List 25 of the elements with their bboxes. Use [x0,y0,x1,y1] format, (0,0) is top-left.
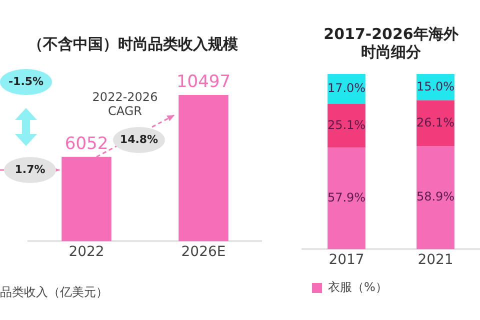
x-tick-label: 2017 [328,252,364,268]
data-label: 57.9% [327,190,366,205]
x-tick-label: 2021 [418,252,454,268]
annotation: 2022-2026 CAGR [92,90,158,118]
annotation: 1.7% [14,162,46,176]
x-tick-label: 2022 [68,244,104,260]
text: 品类收入（亿美元） [0,285,108,300]
data-label: 10497 [176,72,231,92]
text: -1.5% [8,74,44,88]
data-label: 25.1% [327,118,366,132]
data-label: 15.0% [416,79,455,94]
data-label: 17.0% [327,81,366,96]
text: 时尚细分 [361,42,421,61]
bar [416,146,454,250]
text: 2017-2026年海外 [324,24,458,43]
x-tick-label: 2026E [181,244,226,260]
legend-label: 衣服（%） [328,280,388,294]
data-label: 6052 [64,134,108,154]
data-label: 26.1% [416,115,455,130]
chart-title: （不含中国）时尚品类收入规模 [28,34,239,53]
data-label: 58.9% [416,190,455,204]
annotation: 14.8% [120,132,158,146]
bar [328,104,366,148]
bar [416,100,454,146]
bar [328,148,366,250]
